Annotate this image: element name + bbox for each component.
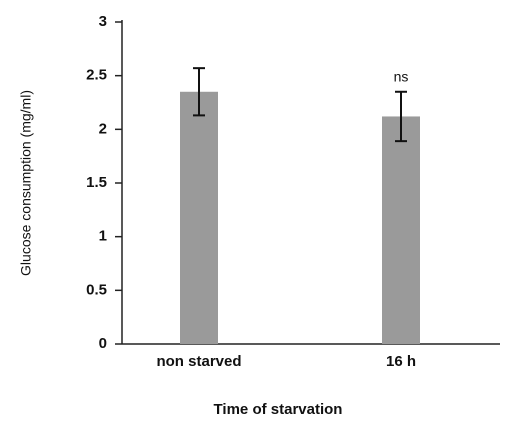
y-tick-label: 2.5 (86, 67, 107, 84)
bar (382, 116, 420, 344)
x-tick-label: non starved (156, 353, 241, 370)
x-tick-label: 16 h (386, 353, 416, 370)
y-tick-label: 1 (99, 228, 107, 245)
bar (180, 91, 218, 345)
y-tick-label: 3 (99, 13, 107, 30)
x-axis-label: Time of starvation (214, 401, 343, 418)
annotation: ns (394, 68, 409, 84)
y-tick-label: 0.5 (86, 281, 107, 298)
y-axis-label: Glucose consumption (mg/ml) (18, 90, 34, 276)
y-tick-label: 2 (99, 120, 107, 137)
y-tick-label: 1.5 (86, 174, 107, 191)
y-tick-label: 0 (99, 335, 107, 352)
